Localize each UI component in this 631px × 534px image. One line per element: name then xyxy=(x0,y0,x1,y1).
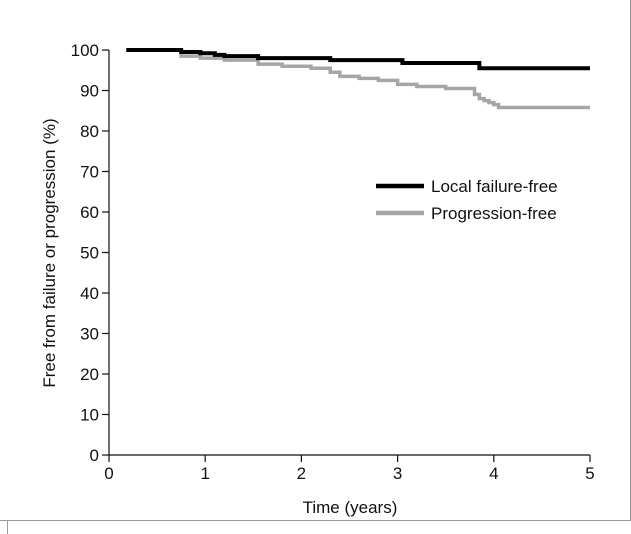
x-tick-label: 0 xyxy=(104,464,113,483)
x-axis-title: Time (years) xyxy=(303,498,398,517)
axes xyxy=(108,50,590,456)
y-tick-label: 70 xyxy=(80,163,99,182)
series-lines xyxy=(126,48,590,110)
y-tick-label: 60 xyxy=(80,203,99,222)
series-line-progression-free xyxy=(126,48,590,110)
y-tick-label: 30 xyxy=(80,325,99,344)
y-tick-label: 10 xyxy=(80,406,99,425)
y-tick-label: 40 xyxy=(80,284,99,303)
x-tick-label: 4 xyxy=(489,464,498,483)
x-tick-label: 3 xyxy=(393,464,402,483)
frame-corner-mark xyxy=(7,521,8,534)
y-tick-label: 50 xyxy=(80,244,99,263)
legend: Local failure-free Progression-free xyxy=(376,177,558,223)
x-tick-label: 5 xyxy=(585,464,594,483)
y-tick-label: 80 xyxy=(80,122,99,141)
y-axis-title: Free from failure or progression (%) xyxy=(40,118,59,387)
x-tick-label: 2 xyxy=(297,464,306,483)
legend-label: Local failure-free xyxy=(431,177,558,196)
y-tick-label: 90 xyxy=(80,82,99,101)
series-line-local-failure-free xyxy=(126,48,590,71)
y-tick-label: 0 xyxy=(90,446,99,465)
y-tick-label: 20 xyxy=(80,365,99,384)
y-tick-label: 100 xyxy=(71,41,99,60)
x-tick-label: 1 xyxy=(200,464,209,483)
legend-label: Progression-free xyxy=(431,204,557,223)
